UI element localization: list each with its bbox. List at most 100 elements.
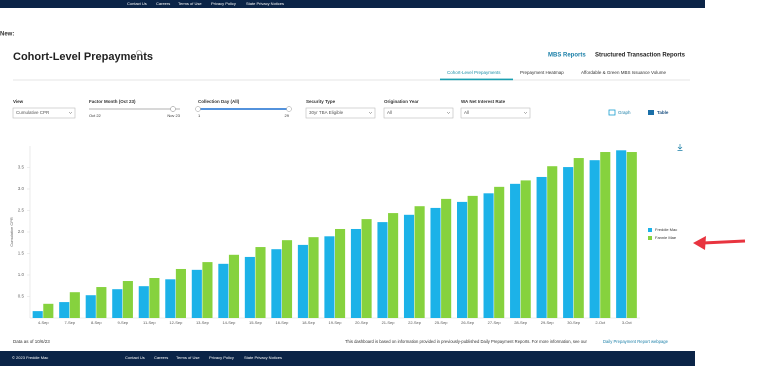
bar bbox=[457, 201, 468, 318]
dropdown[interactable] bbox=[383, 107, 454, 119]
nav-link[interactable]: Terms of Use bbox=[178, 1, 202, 6]
bar bbox=[573, 158, 584, 318]
bar bbox=[350, 228, 362, 318]
x-tick-label: 28-Sep bbox=[514, 320, 528, 325]
nav-link[interactable]: Contact Us bbox=[127, 1, 147, 6]
chart: Cumulative CPR 0.5 1.0 1.5 2.0 2.5 3.0 3.5 4-Sep… bbox=[9, 146, 677, 325]
header-link[interactable]: MBS Reports bbox=[548, 53, 586, 59]
dropdown[interactable] bbox=[305, 107, 376, 119]
nav-link[interactable]: Contact Us bbox=[125, 355, 145, 360]
x-tick-label: 9-Sep bbox=[117, 320, 128, 325]
bar bbox=[414, 206, 425, 318]
filter-label: Factor Month (Oct 23) bbox=[89, 99, 136, 104]
notice: New: bbox=[0, 32, 14, 38]
slider-handle[interactable] bbox=[195, 106, 201, 112]
bar bbox=[59, 302, 70, 318]
nav-link[interactable]: Terms of Use bbox=[176, 355, 200, 360]
bar bbox=[626, 152, 637, 318]
toggle[interactable]: Graph bbox=[618, 110, 631, 115]
info-icon[interactable] bbox=[136, 50, 142, 56]
bar bbox=[191, 269, 202, 318]
y-tick-label: 3.5 bbox=[18, 165, 25, 170]
dropdown[interactable] bbox=[460, 107, 531, 119]
nav-link[interactable]: Careers bbox=[156, 1, 170, 6]
graph-icon[interactable] bbox=[608, 109, 616, 116]
x-tick-label: 30-Sep bbox=[567, 320, 581, 325]
nav-link[interactable]: Careers bbox=[154, 355, 168, 360]
slider-handle[interactable] bbox=[170, 106, 176, 112]
y-axis-title: Cumulative CPR bbox=[9, 217, 14, 247]
legend-swatch bbox=[648, 236, 652, 240]
legend-label: Freddie Mac bbox=[655, 227, 677, 232]
bottom-nav: Contact Us Careers Terms of Use Privacy Pol… bbox=[12, 355, 282, 360]
dropdown-caret bbox=[446, 111, 451, 114]
download-icon[interactable] bbox=[677, 144, 683, 151]
y-tick-label: 1.0 bbox=[18, 272, 25, 277]
filter-label: Origination Year bbox=[384, 99, 419, 104]
filter-label: Collection Day (All) bbox=[198, 99, 240, 104]
bar bbox=[361, 219, 372, 318]
filter-label: WA Net Interest Rate bbox=[461, 99, 506, 104]
x-tick-label: 14-Sep bbox=[222, 320, 236, 325]
footer-link[interactable]: Daily Prepayment Report webpage bbox=[603, 339, 669, 344]
dropdown-value: Cumulative CPR bbox=[16, 110, 50, 115]
filter-label: View bbox=[13, 99, 24, 104]
bar bbox=[244, 256, 255, 318]
bar bbox=[388, 213, 399, 318]
dropdown-caret bbox=[523, 111, 528, 114]
x-tick-label: 16-Sep bbox=[276, 320, 290, 325]
nav-link[interactable]: Privacy Policy bbox=[209, 355, 234, 360]
x-tick-label: 7-Sep bbox=[64, 320, 75, 325]
y-tick-label: 3.0 bbox=[18, 186, 25, 191]
bar bbox=[589, 160, 600, 318]
toggle[interactable]: Table bbox=[657, 110, 669, 115]
slider-min: 1 bbox=[198, 113, 201, 118]
slider-handle[interactable] bbox=[286, 106, 292, 112]
bar bbox=[122, 281, 133, 318]
tab[interactable]: Prepayment Heatmap bbox=[520, 70, 564, 75]
x-tick-label: 11-Sep bbox=[143, 320, 156, 325]
dropdown-caret bbox=[368, 111, 373, 114]
x-tick-label: 19-Sep bbox=[329, 320, 343, 325]
x-tick-label: 13-Sep bbox=[196, 320, 210, 325]
bar bbox=[85, 295, 96, 318]
x-tick-label: 27-Sep bbox=[488, 320, 502, 325]
x-tick-label: 3-Oct bbox=[622, 320, 633, 325]
tab[interactable]: Affordable & Green MBS Issuance Volume bbox=[581, 70, 666, 75]
table-icon[interactable] bbox=[648, 110, 654, 115]
x-tick-label: 15-Sep bbox=[249, 320, 263, 325]
bar bbox=[494, 186, 505, 318]
header-link[interactable]: Structured Transaction Reports bbox=[595, 53, 686, 59]
bar bbox=[547, 166, 558, 318]
y-tick-label: 0.5 bbox=[18, 294, 25, 299]
nav-link[interactable]: State Privacy Notices bbox=[244, 355, 282, 360]
dropdown-caret bbox=[68, 111, 73, 114]
filters: View Cumulative CPR Security Type 30yr TBA … bbox=[12, 99, 531, 119]
slider-max: Nov 23 bbox=[167, 113, 180, 118]
nav-link[interactable]: Privacy Policy bbox=[211, 1, 236, 6]
annotation-arrow bbox=[702, 239, 746, 245]
bar bbox=[600, 152, 611, 318]
dropdown[interactable] bbox=[12, 107, 76, 119]
y-tick-label: 2.0 bbox=[18, 229, 25, 234]
bar bbox=[175, 268, 186, 318]
bottom-nav-bar bbox=[0, 351, 695, 366]
bar bbox=[377, 222, 388, 318]
bar bbox=[43, 303, 54, 318]
slider-min: Oct 22 bbox=[89, 113, 102, 118]
bar bbox=[483, 193, 494, 318]
nav-link[interactable]: State Privacy Notices bbox=[246, 1, 284, 6]
x-tick-label: 12-Sep bbox=[169, 320, 183, 325]
x-tick-label: 26-Sep bbox=[461, 320, 475, 325]
bar bbox=[255, 247, 266, 318]
bar bbox=[228, 254, 240, 318]
bar bbox=[520, 180, 531, 318]
x-tick-label: 22-Sep bbox=[408, 320, 422, 325]
y-tick-label: 2.5 bbox=[18, 208, 25, 213]
bar bbox=[563, 167, 574, 318]
bar bbox=[441, 198, 452, 318]
x-tick-label: 2-Oct bbox=[595, 320, 606, 325]
copyright: © 2023 Freddie Mac bbox=[12, 355, 48, 360]
top-nav: Contact Us Careers Terms of Use Privacy Pol… bbox=[127, 1, 284, 6]
tab[interactable]: Cohort-Level Prepayments bbox=[447, 70, 501, 75]
